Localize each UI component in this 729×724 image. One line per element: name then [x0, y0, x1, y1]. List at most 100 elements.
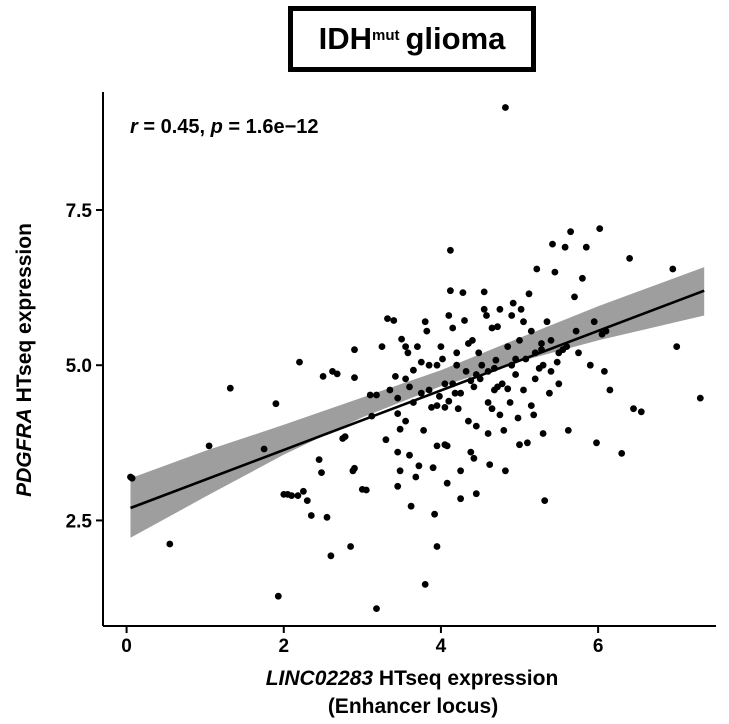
data-point: [406, 451, 413, 459]
data-point: [484, 430, 492, 437]
data-point: [351, 346, 358, 354]
data-point: [669, 265, 677, 273]
chart-title-box: IDH mut glioma: [288, 6, 536, 72]
data-point: [626, 255, 633, 262]
data-point: [454, 405, 462, 413]
data-point: [520, 386, 527, 394]
data-point: [453, 349, 461, 357]
p-symbol: p: [210, 116, 223, 138]
data-point: [564, 427, 572, 434]
data-point: [480, 305, 488, 313]
data-point: [472, 490, 480, 498]
data-point: [673, 343, 681, 350]
data-point: [579, 274, 586, 282]
x-tick-label: 6: [593, 636, 604, 657]
data-point: [447, 287, 454, 295]
data-point: [506, 399, 514, 406]
data-point: [425, 361, 433, 369]
data-point: [303, 497, 311, 504]
data-point: [433, 361, 441, 369]
data-point: [494, 323, 501, 331]
data-point: [472, 422, 480, 430]
data-point: [441, 404, 449, 411]
data-point: [166, 540, 174, 548]
data-point: [561, 243, 569, 251]
data-point: [396, 425, 404, 433]
data-point: [467, 448, 475, 456]
data-point: [447, 246, 454, 254]
data-point: [436, 392, 443, 400]
y-tick-label: 2.5: [66, 511, 93, 532]
p-value-text: = 1.6e−12: [223, 116, 319, 138]
data-point: [530, 411, 538, 419]
data-point: [480, 288, 488, 296]
data-point: [394, 448, 402, 456]
data-point: [300, 487, 307, 495]
data-point: [421, 318, 429, 326]
data-point: [543, 318, 551, 326]
y-axis-label-rest: HTseq expression: [13, 223, 36, 408]
data-point: [504, 385, 512, 393]
data-point: [296, 358, 303, 366]
data-point: [425, 386, 433, 394]
data-point: [382, 436, 390, 444]
confidence-band: [130, 267, 705, 538]
data-point: [555, 349, 563, 357]
data-point: [539, 361, 547, 369]
data-point: [533, 265, 541, 273]
chart-title-superscript: mut: [371, 26, 400, 44]
chart-title-main: IDH: [318, 21, 372, 56]
regression-line: [130, 289, 705, 510]
data-point: [541, 497, 549, 504]
data-point: [341, 433, 349, 440]
data-point: [414, 343, 421, 350]
data-point: [445, 397, 453, 405]
data-point: [531, 375, 539, 383]
data-point: [373, 391, 380, 399]
data-point: [373, 605, 380, 612]
data-point: [488, 405, 496, 413]
data-point: [486, 461, 494, 468]
r-symbol: r: [130, 116, 139, 138]
data-point: [351, 464, 358, 472]
data-point: [470, 383, 478, 391]
data-point: [459, 289, 467, 296]
data-point: [488, 324, 496, 332]
data-point: [504, 343, 512, 350]
data-point: [307, 512, 315, 519]
data-point: [288, 492, 295, 499]
data-point: [575, 349, 582, 357]
data-point: [525, 290, 533, 298]
data-point: [323, 513, 331, 521]
data-point: [394, 482, 402, 490]
data-point: [637, 408, 645, 416]
data-point: [390, 317, 398, 324]
data-point: [274, 592, 282, 600]
data-point: [500, 427, 508, 434]
data-point: [508, 312, 516, 319]
data-point: [402, 375, 409, 383]
data-point: [362, 486, 370, 494]
data-point: [516, 337, 523, 344]
data-point: [128, 474, 136, 482]
data-point: [496, 411, 504, 419]
data-point: [443, 479, 451, 487]
data-point: [428, 404, 435, 411]
data-point: [539, 430, 547, 437]
data-point: [441, 441, 449, 449]
data-point: [402, 417, 409, 425]
data-point: [538, 340, 545, 347]
data-point: [260, 445, 268, 453]
data-point: [524, 439, 531, 447]
data-point: [417, 358, 425, 366]
data-point: [567, 228, 574, 236]
data-point: [502, 467, 509, 475]
data-point: [453, 361, 461, 369]
data-point: [551, 268, 559, 276]
x-axis-label-line2: (Enhancer locus): [328, 695, 498, 718]
data-point: [327, 552, 335, 560]
axis-ticks-layer: 0 2 4 6 2.5 5.0 7.5: [66, 201, 604, 657]
data-point: [586, 361, 594, 369]
data-point: [333, 370, 341, 378]
